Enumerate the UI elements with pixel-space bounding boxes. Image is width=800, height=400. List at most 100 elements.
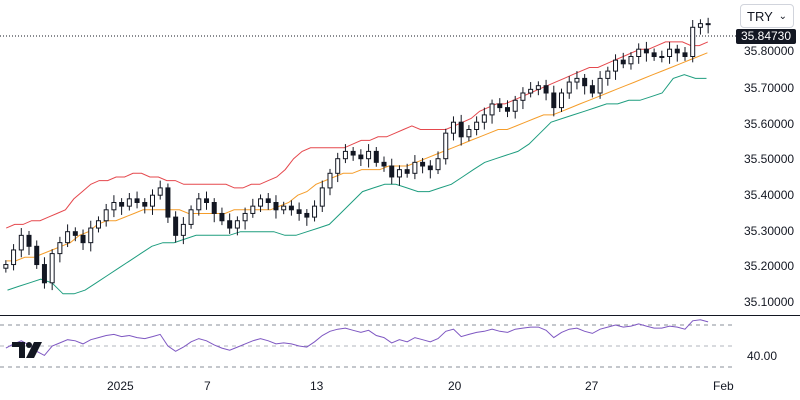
candle [512,95,518,119]
candle [95,216,101,233]
price-tick-label: 35.80000 [744,44,794,58]
bollinger-bands [6,41,708,295]
candle-body-up [574,77,580,83]
candle-body-up [342,150,348,160]
price-tick-label: 35.50000 [744,152,794,166]
candle-body-up [528,88,534,94]
candle-body-up [613,59,619,72]
candle [404,163,410,178]
candle [358,149,364,166]
candle-body-up [88,227,94,244]
candle-body-down [173,216,179,236]
candle [3,260,9,273]
candle-body-up [535,85,541,90]
candle [65,224,71,248]
candle-body-up [49,253,55,284]
candle-body-up [481,114,487,123]
currency-select[interactable]: TRY ⌄ [740,4,794,28]
candle-body-up [366,150,372,160]
lower-band-line [7,74,707,295]
candle-body-down [682,52,688,57]
candle-body-up [149,194,155,207]
rsi-line [5,319,709,357]
candle [705,17,711,34]
price-tick-label: 35.20000 [744,259,794,273]
candle [34,240,40,269]
candle [227,213,233,234]
upper-band-line [6,41,708,229]
candle-body-down [34,245,40,266]
candle [605,66,611,86]
candle-body-down [72,231,78,236]
candle-body-up [659,56,665,58]
candle [412,155,418,180]
candle-body-up [188,209,194,225]
candle-body-up [327,172,333,189]
candle-body-down [551,92,557,109]
middle-band-line [6,52,708,262]
price-tick-label: 35.70000 [744,81,794,95]
candle [211,198,217,223]
candle [389,158,395,185]
candle-body-up [489,103,495,116]
candle [80,229,86,250]
candle-body-down [219,212,225,222]
candle [667,41,673,64]
candle-body-down [227,220,233,229]
candle [373,147,379,167]
candle-body-up [234,220,240,229]
candle [219,207,225,226]
candle-body-up [466,129,472,138]
candle [119,198,125,215]
price-tick-label: 35.10000 [744,295,794,309]
candle-body-up [667,48,673,58]
candle-body-up [628,56,634,65]
candle [57,236,63,263]
candle [111,195,117,218]
candle [489,99,495,124]
candle [165,183,171,223]
candle-body-up [512,99,518,112]
candle-body-down [119,202,125,207]
candle-body-up [312,205,318,218]
candle-body-down [26,234,32,247]
candle-body-down [165,187,171,218]
candle-body-down [620,59,626,65]
time-tick-label: 7 [204,379,211,393]
candle-body-up [605,70,611,79]
candle-body-down [41,264,47,284]
candle-body-down [134,198,140,204]
candle-body-down [543,85,549,94]
candle-body-down [80,234,86,244]
candle-body-up [697,23,703,28]
candle-body-down [296,209,302,214]
candle [296,202,302,221]
candle-body-up [281,205,287,211]
candle-body-down [350,150,356,156]
candle [427,160,433,179]
time-tick-label: 13 [310,379,324,393]
candle-body-up [520,92,526,101]
candle-body-up [103,209,109,222]
candle [265,193,271,210]
price-tick-label: 35.40000 [744,188,794,202]
candles-group [3,17,711,291]
candle-body-down [358,154,364,160]
candle [574,71,580,90]
candle [342,144,348,164]
candle-body-down [373,150,379,163]
candle [288,200,294,216]
candle [674,44,680,62]
candle [450,116,456,141]
candle [543,79,549,101]
candle-body-down [404,169,410,174]
candle [504,100,510,118]
candle [643,41,649,62]
candle [180,217,186,245]
candle-body-up [435,158,441,171]
candle [149,189,155,215]
candle [304,209,310,226]
candle [682,47,688,61]
candle-body-up [443,132,449,160]
candle [72,227,78,242]
